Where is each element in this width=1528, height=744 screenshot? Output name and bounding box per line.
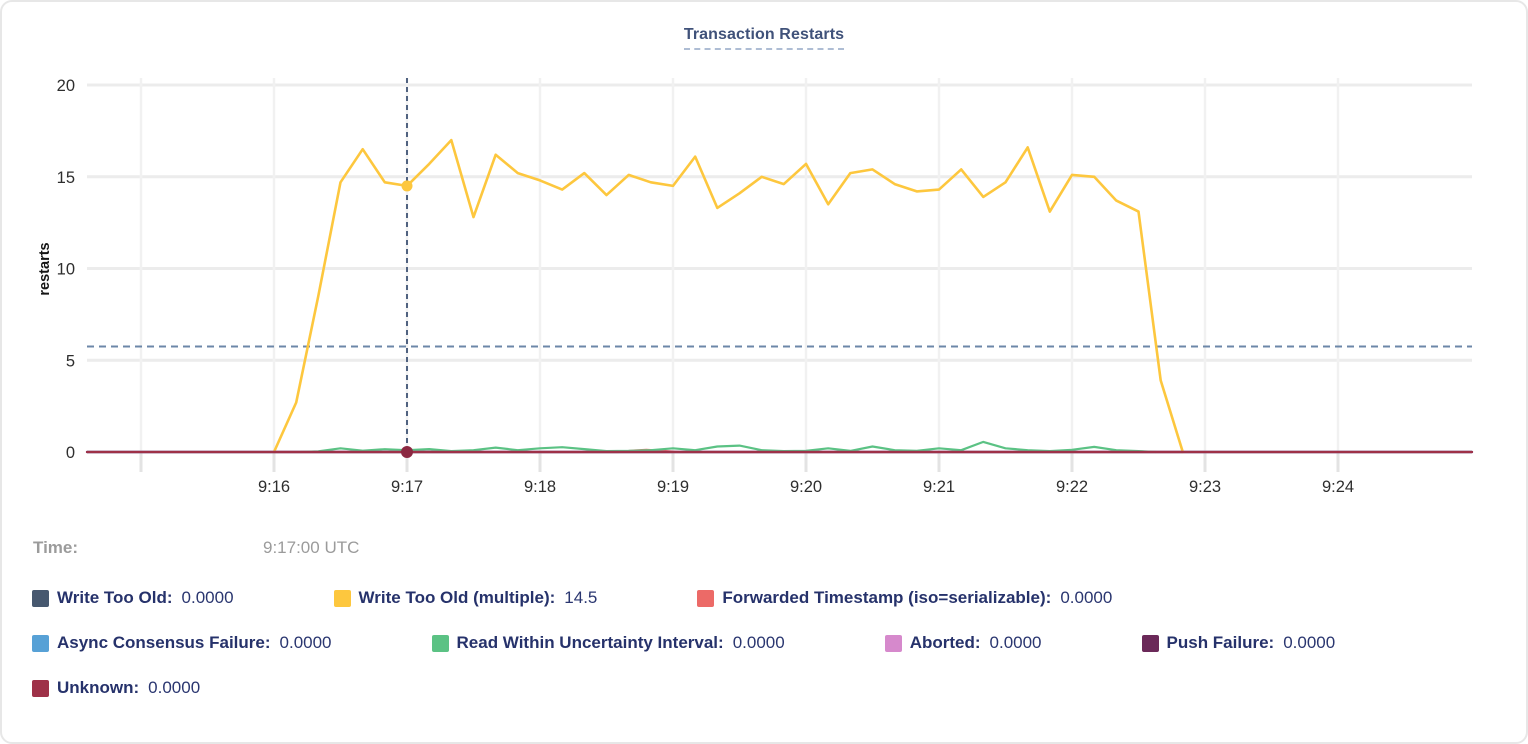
legend-value: 0.0000 [279,633,332,652]
legend-label: Unknown: [57,678,140,697]
legend-value: 0.0000 [732,633,785,652]
y-tick-label: 10 [57,261,75,279]
legend-item-write-too-old-multiple: Write Too Old (multiple): 14.5 [333,588,598,608]
legend-swatch-icon [32,634,49,652]
chart-title-wrap: Transaction Restarts [2,26,1526,50]
x-axis-labels: 9:16 9:17 9:18 9:19 9:20 9:21 9:22 9:23 9:24 [258,478,1354,496]
legend-item-push-failure: Push Failure: 0.0000 [1141,633,1336,653]
hover-time-row: Time: 9:17:00 UTC [2,538,1526,562]
legend-value: 14.5 [564,588,598,607]
series-read-within-uncertainty-interval [299,440,1158,454]
y-axis-labels: 0 5 10 15 20 [57,77,75,462]
legend-label: Aborted: [909,633,981,652]
legend-item-async-consensus-failure: Async Consensus Failure: 0.0000 [32,633,332,653]
chart-title[interactable]: Transaction Restarts [683,26,845,50]
legend-item-read-within-uncertainty-interval: Read Within Uncertainty Interval: 0.0000 [431,633,785,653]
legend-label: Forwarded Timestamp (iso=serializable): [722,588,1052,607]
series-write-too-old-multiple [272,138,1185,454]
legend-swatch-icon [697,589,715,607]
legend-item-aborted: Aborted: 0.0000 [884,633,1042,653]
legend-item-unknown: Unknown: 0.0000 [32,678,200,698]
y-tick-label: 5 [66,352,75,370]
legend-label: Write Too Old: [57,588,173,607]
legend-label: Push Failure: [1166,633,1275,652]
legend-value: 0.0000 [989,633,1042,652]
x-tick-label: 9:18 [524,478,556,496]
x-tick-label: 9:20 [790,478,822,496]
legend-label: Write Too Old (multiple): [358,588,556,607]
time-label: Time: [33,538,79,557]
hover-dot-unknown [401,446,413,458]
legend-value: 0.0000 [1283,633,1336,652]
legend-row: Write Too Old: 0.0000 Write Too Old (multi… [32,588,1506,608]
grid [87,78,1472,472]
hover-dot-write-too-old-multiple [401,180,413,192]
legend-label: Read Within Uncertainty Interval: [456,633,724,652]
y-axis-title: restarts [37,242,53,295]
x-tick-label: 9:17 [391,478,423,496]
legend-item-forwarded-timestamp-iso-serializable: Forwarded Timestamp (iso=serializable): 0… [697,588,1112,608]
x-tick-label: 9:23 [1189,478,1221,496]
y-tick-label: 0 [66,444,75,462]
legend-swatch-icon [32,679,49,697]
legend-item-write-too-old: Write Too Old: 0.0000 [32,588,234,608]
legend-row: Unknown: 0.0000 [32,678,1506,698]
x-tick-label: 9:16 [258,478,290,496]
legend-row: Async Consensus Failure: 0.0000 Read Withi… [32,633,1506,653]
legend-value: 0.0000 [148,678,201,697]
transaction-restarts-chart[interactable]: 0 5 10 15 20 9:16 9:17 9:18 9:19 9:20 9:21 9:22 9:23… [2,2,1528,510]
legend-swatch-icon [333,589,351,607]
legend-label: Async Consensus Failure: [57,633,271,652]
legend-value: 0.0000 [181,588,234,607]
time-value: 9:17:00 UTC [263,538,360,557]
y-tick-label: 15 [57,169,75,187]
legend-value: 0.0000 [1060,588,1113,607]
y-tick-label: 20 [57,77,75,95]
x-tick-label: 9:24 [1322,478,1354,496]
legend: Write Too Old: 0.0000 Write Too Old (multi… [32,588,1506,723]
x-tick-label: 9:19 [657,478,689,496]
legend-swatch-icon [431,634,449,652]
crosshair [401,78,413,458]
legend-swatch-icon [1141,634,1159,652]
legend-swatch-icon [32,589,49,607]
legend-swatch-icon [884,634,902,652]
x-tick-label: 9:22 [1056,478,1088,496]
x-tick-label: 9:21 [923,478,955,496]
